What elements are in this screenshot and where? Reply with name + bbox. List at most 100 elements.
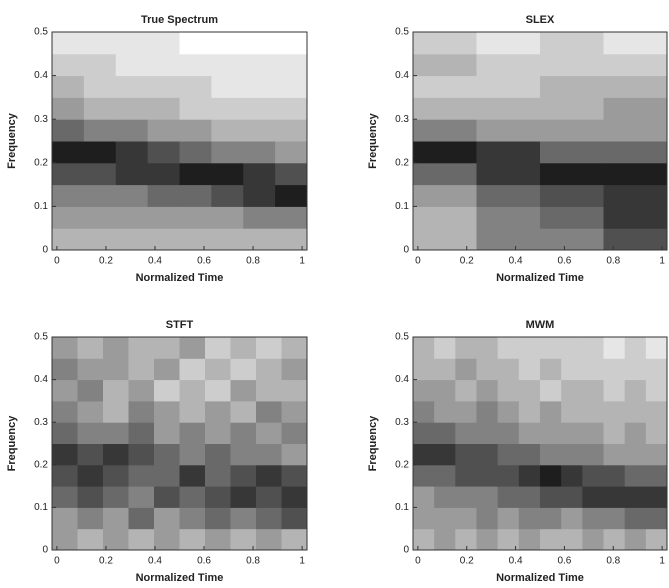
heat-cell	[413, 486, 435, 508]
chart-title: STFT	[166, 319, 194, 331]
heat-cell	[275, 206, 308, 229]
heat-cell	[561, 443, 583, 466]
heat-cell	[645, 400, 668, 423]
chart-title: SLEX	[526, 14, 555, 26]
chart-title: True Spectrum	[141, 14, 218, 26]
heat-cell	[603, 443, 626, 466]
heat-cell	[256, 443, 282, 466]
heat-cell	[103, 337, 129, 359]
heat-cell	[52, 422, 78, 444]
heat-cell	[179, 228, 212, 251]
heat-cell	[77, 486, 104, 508]
heat-cell	[603, 75, 668, 98]
x-tick-label: 0.6	[197, 556, 211, 567]
heat-cell	[205, 400, 231, 423]
x-tick-label: 1	[659, 556, 665, 567]
heat-cell	[179, 486, 206, 508]
heat-cell	[540, 119, 604, 142]
heat-cell	[540, 228, 604, 251]
heat-cell	[154, 358, 180, 381]
heat-cell	[476, 337, 499, 359]
heat-cell	[128, 422, 155, 444]
heat-cell	[52, 337, 78, 359]
heat-cell	[128, 337, 155, 359]
heat-cell	[497, 337, 520, 359]
heat-cell	[455, 379, 477, 402]
heat-cell	[52, 507, 78, 530]
y-tick-label: 0	[42, 545, 48, 556]
heat-cell	[275, 32, 308, 55]
heat-cell	[281, 443, 308, 466]
heat-cell	[476, 206, 541, 229]
x-axis-label: Normalized Time	[496, 272, 584, 284]
heat-cell	[275, 184, 308, 207]
heat-cell	[413, 206, 477, 229]
x-tick-label: 1	[299, 256, 305, 267]
heat-cell	[230, 443, 257, 466]
heat-cell	[497, 464, 520, 487]
heat-cell	[561, 507, 583, 530]
heat-cell	[540, 337, 562, 359]
heat-cell	[211, 162, 244, 186]
heat-cell	[83, 53, 117, 77]
heat-cell	[256, 486, 282, 508]
y-axis-label: Frequency	[367, 415, 379, 472]
heat-cell	[115, 228, 149, 251]
y-tick-label: 0.5	[395, 27, 409, 38]
heat-cell	[256, 358, 282, 381]
heat-cell	[455, 528, 477, 551]
x-tick-label: 0.2	[99, 556, 113, 567]
heat-cell	[497, 486, 520, 508]
heat-cell	[243, 53, 276, 77]
heat-cell	[230, 507, 257, 530]
heat-cell	[52, 206, 85, 229]
heat-cell	[476, 379, 499, 402]
heat-cell	[476, 53, 541, 77]
heat-cell	[645, 379, 668, 402]
heat-cell	[83, 119, 117, 142]
heat-cell	[128, 443, 155, 466]
heat-cell	[624, 507, 647, 530]
heat-cell	[476, 184, 541, 207]
heat-cell	[624, 337, 647, 359]
x-tick-label: 0	[54, 556, 60, 567]
heat-cell	[434, 400, 456, 423]
y-tick-label: 0.1	[395, 201, 409, 212]
heat-cell	[179, 337, 206, 359]
heat-cell	[179, 507, 206, 530]
y-axis-label: Frequency	[6, 415, 18, 472]
heat-cell	[230, 337, 257, 359]
heat-cell	[413, 443, 435, 466]
x-axis-label: Normalized Time	[136, 272, 224, 284]
heat-cell	[103, 486, 129, 508]
heat-cell	[518, 443, 541, 466]
x-axis-label: Normalized Time	[496, 572, 584, 584]
heat-cell	[434, 379, 456, 402]
heat-cell	[154, 379, 180, 402]
heat-cell	[128, 400, 155, 423]
heat-cell	[83, 184, 117, 207]
heat-cell	[413, 97, 477, 120]
heat-cell	[476, 422, 499, 444]
heat-cell	[281, 358, 308, 381]
heat-cell	[243, 75, 276, 98]
heat-cell	[211, 97, 244, 120]
heat-cell	[103, 400, 129, 423]
heat-cell	[52, 486, 78, 508]
heat-cell	[147, 162, 180, 186]
heat-cell	[645, 507, 668, 530]
heat-cell	[540, 32, 604, 55]
heat-cell	[243, 184, 276, 207]
heat-cell	[645, 443, 668, 466]
heat-cell	[256, 528, 282, 551]
heat-cell	[83, 206, 117, 229]
heat-cell	[413, 379, 435, 402]
x-tick-label: 0.6	[557, 256, 571, 267]
heat-cell	[52, 400, 78, 423]
x-tick-label: 0.4	[509, 556, 523, 567]
heat-cell	[275, 97, 308, 120]
heat-cell	[413, 184, 477, 207]
heat-cell	[455, 400, 477, 423]
heat-cell	[645, 358, 668, 381]
heat-cell	[179, 53, 212, 77]
